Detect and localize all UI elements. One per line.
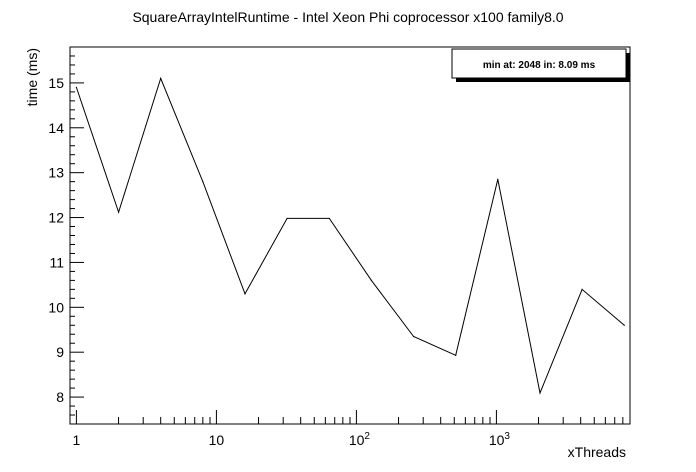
data-point bbox=[581, 288, 583, 290]
data-point bbox=[412, 335, 415, 338]
y-tick-label: 8 bbox=[56, 389, 64, 405]
series-line bbox=[75, 76, 625, 395]
x-tick-label: 102 bbox=[349, 431, 371, 448]
x-tick-label: 103 bbox=[489, 431, 511, 448]
legend-box: min at: 2048 in: 8.09 ms bbox=[451, 48, 630, 82]
y-tick-label: 12 bbox=[48, 210, 64, 226]
x-tick-label: 1 bbox=[73, 432, 81, 448]
data-point bbox=[117, 211, 120, 213]
data-point bbox=[539, 392, 541, 394]
y-tick-label: 10 bbox=[48, 299, 64, 315]
data-point bbox=[202, 181, 204, 183]
legend-text: min at: 2048 in: 8.09 ms bbox=[483, 60, 596, 71]
y-tick-label: 11 bbox=[49, 254, 64, 270]
y-tick-label: 13 bbox=[48, 165, 64, 181]
x-tick-label: 10 bbox=[209, 432, 225, 448]
y-tick-label: 14 bbox=[48, 120, 64, 136]
data-point bbox=[160, 77, 162, 80]
x-axis-label: xThreads bbox=[568, 444, 626, 460]
y-tick-label: 9 bbox=[56, 344, 64, 360]
y-axis-label: time (ms) bbox=[24, 48, 40, 106]
plot-frame bbox=[69, 46, 631, 425]
chart-title: SquareArrayIntelRuntime - Intel Xeon Phi… bbox=[132, 9, 563, 25]
y-tick-label: 15 bbox=[48, 75, 64, 91]
data-point bbox=[370, 279, 373, 281]
data-point bbox=[497, 178, 499, 180]
data-point bbox=[328, 217, 330, 220]
data-point bbox=[286, 217, 288, 220]
data-point bbox=[455, 354, 457, 356]
data-point bbox=[244, 293, 246, 295]
data-point bbox=[623, 324, 625, 326]
data-point bbox=[75, 86, 78, 88]
